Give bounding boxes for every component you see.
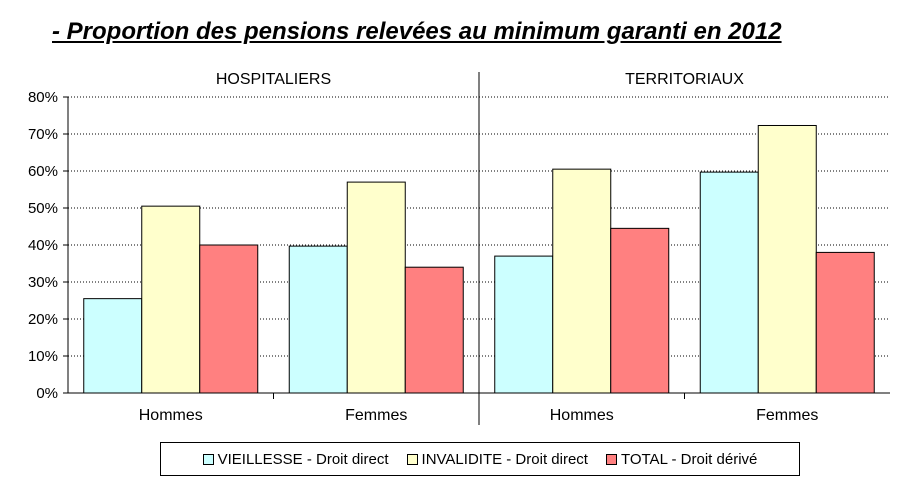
legend: VIEILLESSE - Droit direct INVALIDITE - D… bbox=[160, 442, 800, 476]
x-tick-label: Femmes bbox=[345, 407, 407, 424]
bar bbox=[83, 298, 143, 394]
group-label: TERRITORIAUX bbox=[625, 71, 744, 88]
bar bbox=[815, 251, 875, 394]
legend-item-total: TOTAL - Droit dérivé bbox=[605, 450, 758, 468]
x-tick-label: Femmes bbox=[756, 407, 818, 424]
bar bbox=[288, 245, 348, 394]
bar bbox=[610, 227, 670, 394]
y-tick-label: 20% bbox=[28, 311, 58, 328]
y-tick-label: 60% bbox=[28, 163, 58, 180]
bar bbox=[699, 171, 759, 394]
bar-chart: 0% 10% 20% 30% 40% 50% 60% 70% 80% Hommes Femmes Ho… bbox=[28, 71, 890, 425]
group-label: HOSPITALIERS bbox=[216, 71, 331, 88]
y-tick-label: 10% bbox=[28, 348, 58, 365]
y-tick-label: 70% bbox=[28, 126, 58, 143]
legend-item-vieillesse: VIEILLESSE - Droit direct bbox=[202, 450, 389, 468]
y-tick-label: 40% bbox=[28, 237, 58, 254]
bar bbox=[757, 124, 817, 394]
bar bbox=[141, 205, 201, 394]
y-tick-label: 50% bbox=[28, 200, 58, 217]
y-tick-label: 30% bbox=[28, 274, 58, 291]
x-tick-label: Hommes bbox=[139, 407, 203, 424]
y-tick-label: 0% bbox=[36, 385, 58, 402]
bar bbox=[199, 244, 259, 394]
y-tick-label: 80% bbox=[28, 89, 58, 106]
legend-item-invalidite: INVALIDITE - Droit direct bbox=[406, 450, 588, 468]
chart-title: - Proportion des pensions relevées au mi… bbox=[52, 18, 782, 45]
legend-swatch-invalidite bbox=[406, 453, 418, 465]
x-tick-label: Hommes bbox=[550, 407, 614, 424]
bar bbox=[404, 266, 464, 394]
bar bbox=[494, 255, 554, 394]
legend-label-vieillesse: VIEILLESSE - Droit direct bbox=[217, 450, 389, 468]
bar bbox=[346, 181, 406, 394]
legend-swatch-vieillesse bbox=[202, 453, 214, 465]
legend-label-total: TOTAL - Droit dérivé bbox=[620, 450, 758, 468]
bar bbox=[552, 168, 612, 394]
legend-swatch-total bbox=[605, 453, 617, 465]
legend-label-invalidite: INVALIDITE - Droit direct bbox=[421, 450, 588, 468]
